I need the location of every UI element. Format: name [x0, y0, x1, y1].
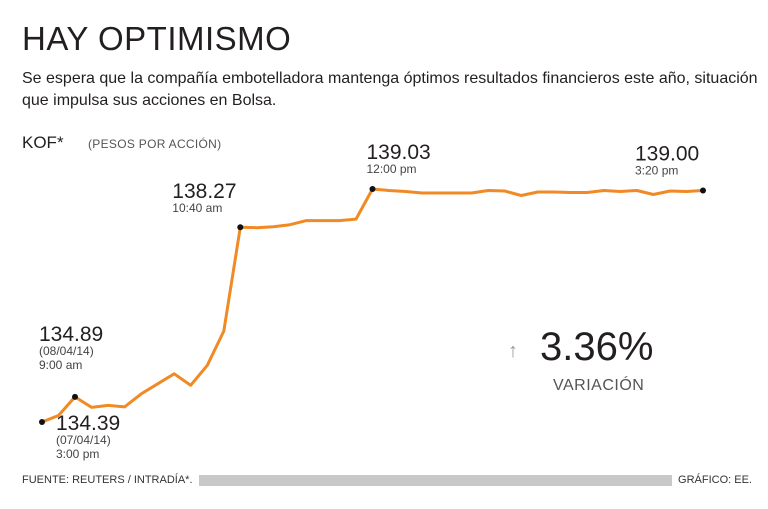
- page-subtitle: Se espera que la compañía embotelladora …: [22, 70, 758, 109]
- data-label-detail: (07/04/14): [56, 433, 111, 447]
- data-point-marker: [237, 224, 244, 231]
- ticker-label: KOF*: [22, 133, 64, 152]
- data-label-detail: 9:00 am: [39, 358, 82, 372]
- data-label-value: 138.27: [172, 180, 236, 203]
- data-point-marker: [700, 187, 706, 194]
- data-point-marker: [369, 186, 376, 192]
- data-label-value: 139.00: [635, 143, 699, 166]
- data-label-value: 139.03: [367, 141, 431, 164]
- data-label-detail: 10:40 am: [172, 201, 222, 215]
- footer-divider-bar: [198, 474, 673, 486]
- data-label-value: 134.89: [39, 323, 103, 346]
- graphic-credit: GRÁFICO: EE.: [678, 474, 752, 486]
- data-label-detail: 3:20 pm: [635, 164, 678, 178]
- variation-label: VARIACIÓN: [553, 377, 645, 394]
- data-label-detail: (08/04/14): [39, 344, 94, 358]
- arrow-up-icon: ↑: [508, 340, 518, 362]
- footer: FUENTE: REUTERS / INTRADÍA*. GRÁFICO: EE…: [22, 472, 752, 488]
- data-label-detail: 3:00 pm: [56, 447, 99, 461]
- variation-value: 3.36%: [540, 325, 654, 369]
- page-title: HAY OPTIMISMO: [22, 20, 292, 57]
- unit-label: (PESOS POR ACCIÓN): [88, 137, 222, 151]
- data-point-marker: [39, 419, 45, 425]
- data-label-value: 134.39: [56, 412, 120, 435]
- source-credit: FUENTE: REUTERS / INTRADÍA*.: [22, 474, 193, 486]
- data-label-detail: 12:00 pm: [367, 162, 417, 176]
- data-point-marker: [72, 393, 78, 400]
